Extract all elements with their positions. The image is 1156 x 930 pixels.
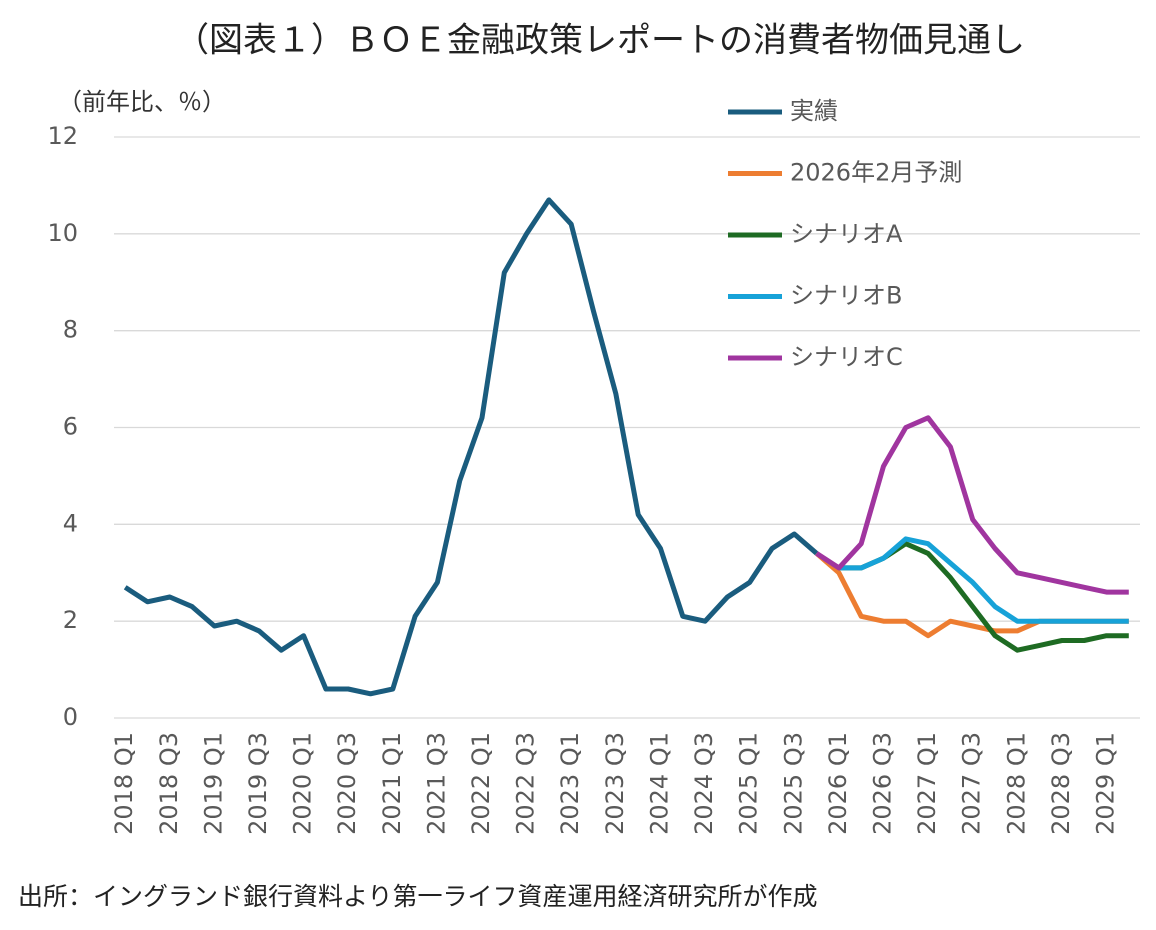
series-line bbox=[838, 536, 1129, 624]
legend-label: シナリオB bbox=[790, 282, 902, 310]
y-tick-label: 12 bbox=[47, 122, 78, 150]
x-tick-label: 2027 Q1 bbox=[913, 732, 941, 835]
x-tick-label: 2026 Q1 bbox=[824, 732, 852, 835]
series-line bbox=[815, 415, 1129, 595]
x-tick-label: 2027 Q3 bbox=[958, 732, 986, 835]
x-tick-label: 2025 Q1 bbox=[735, 732, 763, 835]
x-tick-label: 2023 Q3 bbox=[601, 732, 629, 835]
y-tick-label: 8 bbox=[63, 316, 78, 344]
x-tick-label: 2024 Q3 bbox=[690, 732, 718, 835]
x-tick-label: 2021 Q1 bbox=[378, 732, 406, 835]
legend-label: シナリオA bbox=[790, 220, 903, 248]
chart-title: （図表１）ＢＯＥ金融政策レポートの消費者物価見通し bbox=[175, 21, 1025, 61]
y-tick-label: 0 bbox=[63, 703, 78, 731]
legend-label: 2026年2月予測 bbox=[790, 159, 962, 187]
x-tick-label: 2022 Q1 bbox=[467, 732, 495, 835]
x-tick-label: 2025 Q3 bbox=[779, 732, 807, 835]
source-note: 出所：イングランド銀行資料より第一ライフ資産運用経済研究所が作成 bbox=[18, 882, 818, 911]
series-line bbox=[123, 197, 819, 697]
x-tick-label: 2021 Q3 bbox=[422, 732, 450, 835]
x-tick-label: 2029 Q1 bbox=[1092, 732, 1120, 835]
x-tick-label: 2018 Q1 bbox=[110, 732, 138, 835]
x-tick-label: 2020 Q3 bbox=[333, 732, 361, 835]
x-tick-label: 2020 Q1 bbox=[289, 732, 317, 835]
legend-label: シナリオC bbox=[790, 343, 903, 371]
y-axis-label: （前年比、％） bbox=[58, 88, 226, 116]
x-tick-label: 2028 Q3 bbox=[1047, 732, 1075, 835]
x-tick-label: 2019 Q1 bbox=[199, 732, 227, 835]
x-tick-label: 2019 Q3 bbox=[244, 732, 272, 835]
y-tick-label: 4 bbox=[63, 509, 78, 537]
x-tick-label: 2026 Q3 bbox=[869, 732, 897, 835]
x-tick-label: 2023 Q1 bbox=[556, 732, 584, 835]
y-tick-label: 10 bbox=[47, 219, 78, 247]
x-tick-label: 2018 Q3 bbox=[155, 732, 183, 835]
x-tick-label: 2022 Q3 bbox=[512, 732, 540, 835]
x-tick-label: 2024 Q1 bbox=[645, 732, 673, 835]
x-tick-label: 2028 Q1 bbox=[1002, 732, 1030, 835]
y-tick-label: 6 bbox=[63, 413, 78, 441]
y-tick-label: 2 bbox=[63, 606, 78, 634]
legend-label: 実績 bbox=[790, 97, 838, 125]
